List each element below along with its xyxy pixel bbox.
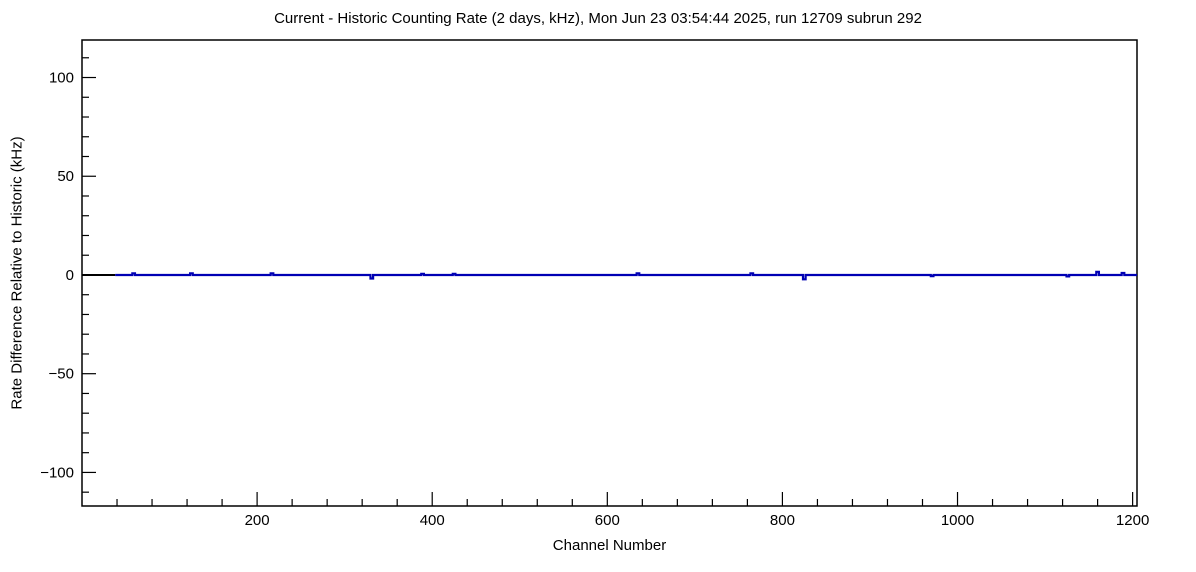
y-tick-label: 0 bbox=[66, 267, 74, 284]
y-tick-label: −50 bbox=[49, 366, 74, 383]
y-axis-title: Rate Difference Relative to Historic (kH… bbox=[8, 136, 26, 410]
x-tick-label: 200 bbox=[245, 512, 270, 529]
y-tick-label: 100 bbox=[49, 70, 74, 87]
x-tick-label: 1200 bbox=[1116, 512, 1149, 529]
x-tick-label: 600 bbox=[595, 512, 620, 529]
plot-frame bbox=[81, 39, 1138, 507]
data-line bbox=[115, 270, 1137, 281]
x-axis-title: Channel Number bbox=[552, 537, 667, 554]
x-tick-label: 800 bbox=[770, 512, 795, 529]
y-tick-label: −100 bbox=[40, 464, 74, 481]
plot-title: Current - Historic Counting Rate (2 days… bbox=[274, 10, 922, 27]
y-tick-label: 50 bbox=[57, 168, 74, 185]
x-tick-label: 400 bbox=[420, 512, 445, 529]
x-tick-label: 1000 bbox=[941, 512, 974, 529]
